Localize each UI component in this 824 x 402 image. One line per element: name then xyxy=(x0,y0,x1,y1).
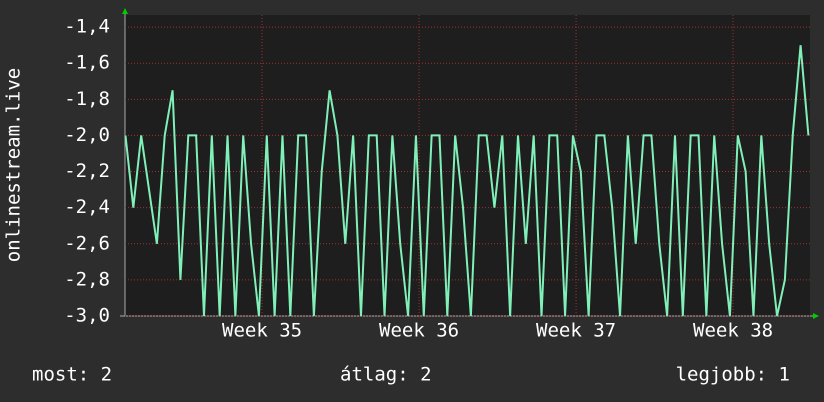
axis-arrow xyxy=(813,313,819,319)
y-tick-label: -1,8 xyxy=(64,88,110,110)
y-tick-label: -2,8 xyxy=(64,268,110,290)
footer-text: legjobb: 1 xyxy=(676,364,790,386)
x-tick-label: Week 38 xyxy=(693,320,773,342)
x-tick-label: Week 35 xyxy=(222,320,302,342)
y-tick-label: -1,6 xyxy=(64,52,110,74)
y-tick-label: -3,0 xyxy=(64,305,110,327)
axis-arrow xyxy=(122,8,128,14)
footer-text: átlag: 2 xyxy=(340,364,432,386)
data-line xyxy=(124,45,810,317)
x-tick-label: Week 36 xyxy=(379,320,459,342)
footer-text: most: 2 xyxy=(32,364,112,386)
y-tick-label: -2,2 xyxy=(64,160,110,182)
y-tick-label: -2,6 xyxy=(64,232,110,254)
x-tick-label: Week 37 xyxy=(536,320,616,342)
y-tick-label: -1,4 xyxy=(64,16,110,38)
y-axis-label: onlinestream.live xyxy=(3,68,25,262)
y-tick-label: -2,4 xyxy=(64,196,110,218)
y-tick-label: -2,0 xyxy=(64,124,110,146)
